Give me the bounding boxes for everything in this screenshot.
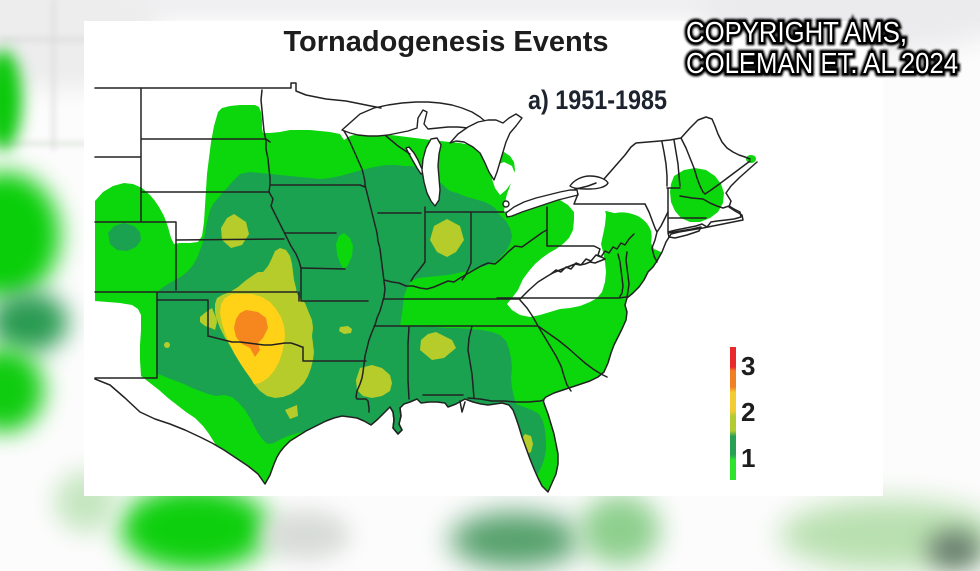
svg-text:COLEMAN ET. AL 2024: COLEMAN ET. AL 2024 [686,47,958,80]
svg-text:COPYRIGHT AMS,: COPYRIGHT AMS, [686,16,907,49]
svg-text:COPYRIGHT AMS,: COPYRIGHT AMS, [686,16,907,49]
svg-text:COLEMAN ET. AL 2024: COLEMAN ET. AL 2024 [686,47,958,80]
